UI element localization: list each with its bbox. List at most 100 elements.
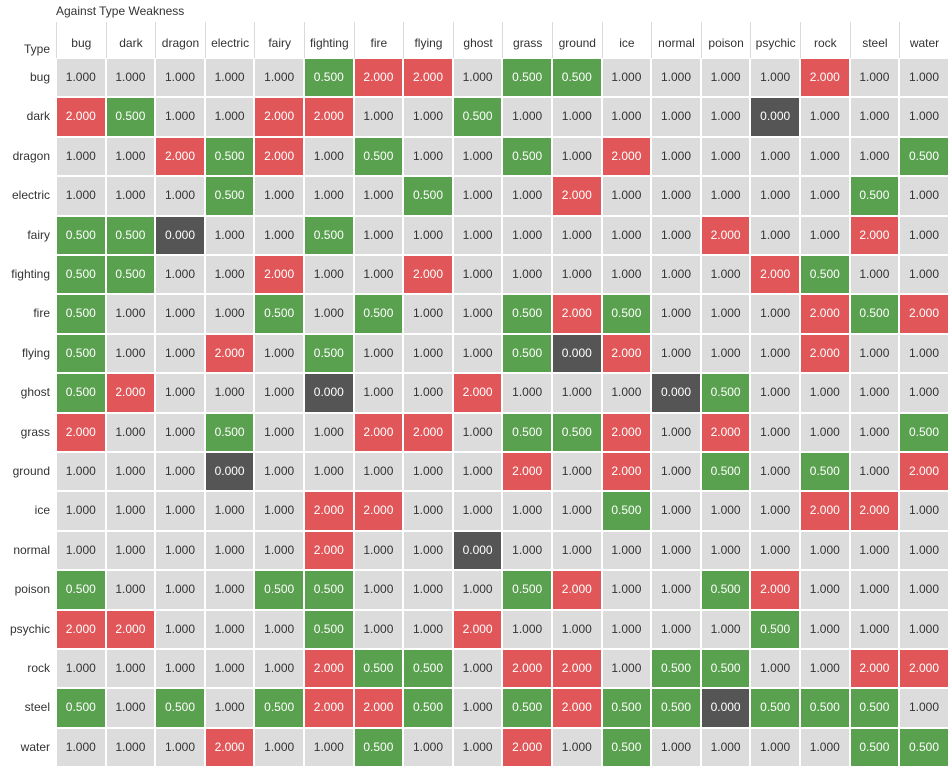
cell-dark-electric: 1.000 <box>205 98 254 136</box>
row-label-normal: normal <box>13 542 50 557</box>
cell-bug-ghost: 1.000 <box>453 59 502 97</box>
cell-bug-flying: 2.000 <box>404 59 452 97</box>
cell-flying-ground: 0.000 <box>553 334 601 373</box>
cell-dragon-ghost: 1.000 <box>453 137 502 176</box>
cell-water-ground: 1.000 <box>553 728 601 767</box>
cell-grass-electric: 0.500 <box>205 413 254 451</box>
cell-electric-bug: 1.000 <box>57 177 105 215</box>
cell-dark-psychic: 0.000 <box>751 98 799 136</box>
cell-rock-ghost: 1.000 <box>453 650 502 688</box>
cell-bug-fairy: 1.000 <box>255 59 303 97</box>
column-label-electric: electric <box>204 22 255 58</box>
cell-ghost-electric: 1.000 <box>205 374 254 412</box>
cell-fighting-steel: 1.000 <box>850 256 899 294</box>
cell-ghost-fighting: 0.000 <box>305 374 353 412</box>
cell-ghost-dragon: 1.000 <box>156 374 204 412</box>
cell-fire-bug: 0.500 <box>57 295 105 333</box>
cell-ice-fire: 2.000 <box>354 492 403 530</box>
cell-ice-dragon: 1.000 <box>156 492 204 530</box>
cell-ice-bug: 1.000 <box>57 492 105 530</box>
cell-steel-flying: 0.500 <box>404 689 452 727</box>
row-label-electric: electric <box>11 188 50 203</box>
cell-fighting-psychic: 2.000 <box>751 256 799 294</box>
cell-ice-dark: 1.000 <box>106 492 155 530</box>
cell-rock-steel: 2.000 <box>850 650 899 688</box>
cell-electric-poison: 1.000 <box>701 177 750 215</box>
cell-poison-flying: 1.000 <box>404 571 452 609</box>
cell-fire-electric: 1.000 <box>205 295 254 333</box>
column-label-steel: steel <box>849 22 900 58</box>
cell-steel-electric: 1.000 <box>205 689 254 727</box>
cell-grass-grass: 0.500 <box>503 413 551 451</box>
cell-fire-dark: 1.000 <box>106 295 155 333</box>
cell-ground-ice: 2.000 <box>602 453 651 491</box>
cell-normal-grass: 1.000 <box>503 531 551 570</box>
cell-bug-fighting: 0.500 <box>305 59 353 97</box>
cell-normal-dragon: 1.000 <box>156 531 204 570</box>
cell-fire-normal: 1.000 <box>652 295 700 333</box>
cell-fire-psychic: 1.000 <box>751 295 799 333</box>
cell-bug-dragon: 1.000 <box>156 59 204 97</box>
cell-rock-water: 2.000 <box>900 650 948 688</box>
cell-normal-water: 1.000 <box>900 531 948 570</box>
cell-rock-psychic: 1.000 <box>751 650 799 688</box>
row-label-ground: ground <box>12 464 50 478</box>
cell-ice-electric: 1.000 <box>205 492 254 530</box>
cell-electric-ghost: 1.000 <box>453 177 502 215</box>
row-label-ghost: ghost <box>20 385 50 400</box>
column-label-dragon: dragon <box>155 22 205 58</box>
cell-rock-flying: 0.500 <box>404 650 452 688</box>
cell-psychic-ghost: 2.000 <box>453 610 502 648</box>
cell-normal-rock: 1.000 <box>801 531 849 570</box>
cell-ice-ice: 0.500 <box>602 492 651 530</box>
cell-ice-water: 1.000 <box>900 492 948 530</box>
cell-ice-ghost: 1.000 <box>453 492 502 530</box>
cell-rock-fire: 0.500 <box>354 650 403 688</box>
cell-electric-dark: 1.000 <box>106 177 155 215</box>
column-label-ground: ground <box>552 22 602 58</box>
cell-dark-normal: 1.000 <box>652 98 700 136</box>
cell-poison-fire: 1.000 <box>354 571 403 609</box>
cell-dragon-water: 0.500 <box>900 137 948 176</box>
cell-bug-bug: 1.000 <box>57 59 105 97</box>
cell-electric-normal: 1.000 <box>652 177 700 215</box>
cell-bug-rock: 2.000 <box>801 59 849 97</box>
cell-bug-psychic: 1.000 <box>751 59 799 97</box>
cell-flying-rock: 2.000 <box>801 334 849 373</box>
cell-ground-dragon: 1.000 <box>156 453 204 491</box>
cell-flying-fairy: 1.000 <box>255 334 303 373</box>
cell-flying-water: 1.000 <box>900 334 948 373</box>
cell-flying-dragon: 1.000 <box>156 334 204 373</box>
row-label-rock: rock <box>27 661 50 675</box>
cell-rock-poison: 0.500 <box>701 650 750 688</box>
cell-water-psychic: 1.000 <box>751 728 799 767</box>
cell-ground-ground: 1.000 <box>553 453 601 491</box>
column-label-water: water <box>899 22 948 58</box>
row-label-fire: fire <box>33 306 50 321</box>
cell-water-poison: 1.000 <box>701 728 750 767</box>
column-label-ghost: ghost <box>452 22 503 58</box>
cell-fairy-dark: 0.500 <box>106 216 155 254</box>
cell-fire-fairy: 0.500 <box>255 295 303 333</box>
cell-dark-steel: 1.000 <box>850 98 899 136</box>
cell-fire-fighting: 1.000 <box>305 295 353 333</box>
cell-bug-ground: 0.500 <box>553 59 601 97</box>
cell-bug-electric: 1.000 <box>205 59 254 97</box>
cell-flying-flying: 1.000 <box>404 334 452 373</box>
cell-ghost-ice: 1.000 <box>602 374 651 412</box>
cell-fighting-water: 1.000 <box>900 256 948 294</box>
cell-ground-electric: 0.000 <box>205 453 254 491</box>
cell-water-fairy: 1.000 <box>255 728 303 767</box>
cell-flying-steel: 1.000 <box>850 334 899 373</box>
cell-ghost-ground: 1.000 <box>553 374 601 412</box>
cell-ice-normal: 1.000 <box>652 492 700 530</box>
cell-rock-dark: 1.000 <box>106 650 155 688</box>
cell-electric-electric: 0.500 <box>205 177 254 215</box>
cell-water-flying: 1.000 <box>404 728 452 767</box>
cell-ghost-flying: 1.000 <box>404 374 452 412</box>
cell-fire-poison: 1.000 <box>701 295 750 333</box>
cell-flying-bug: 0.500 <box>57 334 105 373</box>
cell-fighting-poison: 1.000 <box>701 256 750 294</box>
cell-steel-fighting: 2.000 <box>305 689 353 727</box>
cell-bug-steel: 1.000 <box>850 59 899 97</box>
